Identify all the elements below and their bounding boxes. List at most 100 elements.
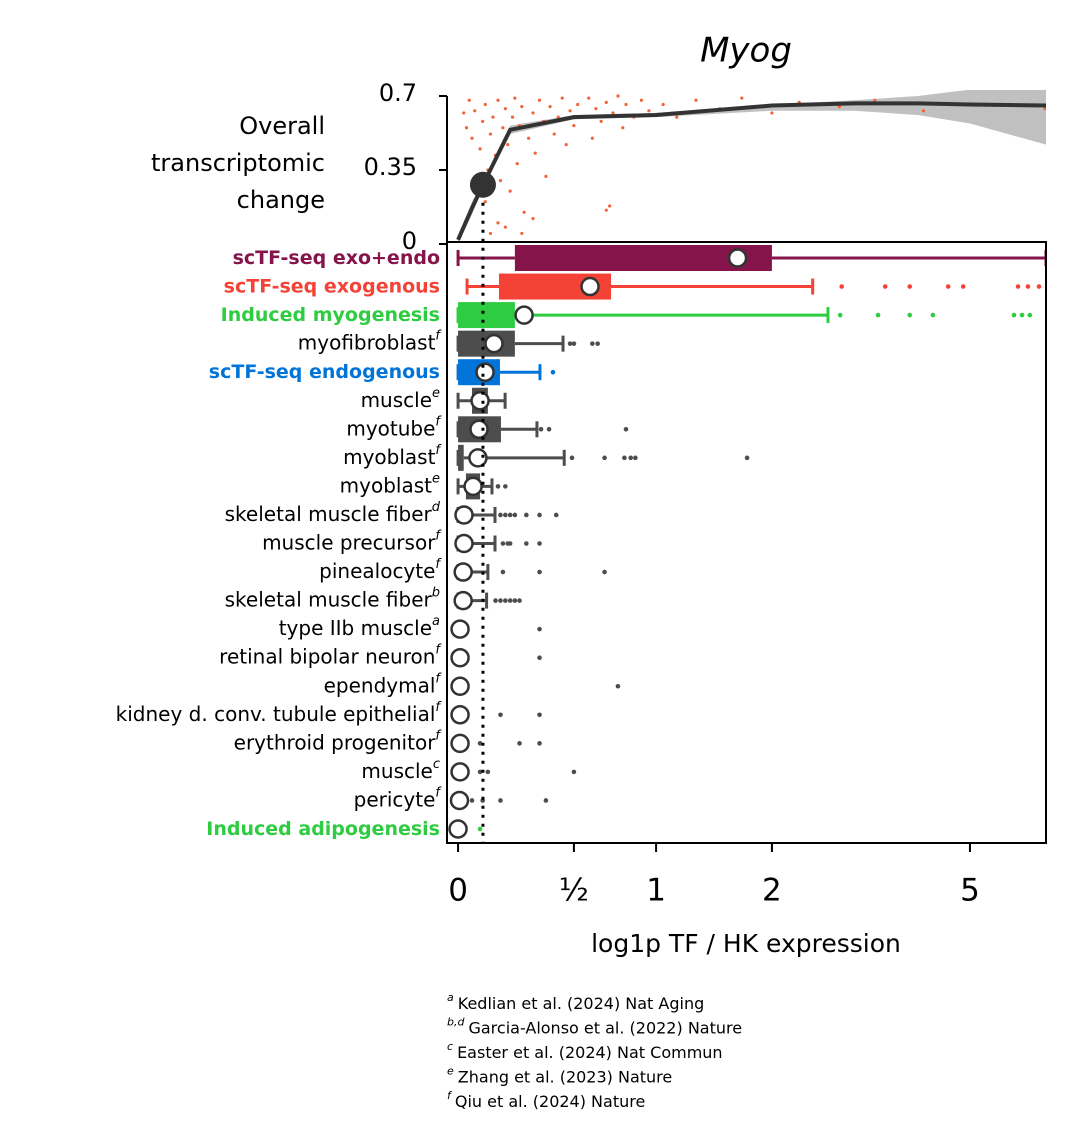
outlier [498, 512, 503, 518]
outlier [507, 541, 513, 546]
outlier [595, 341, 600, 346]
row-label: skeletal muscle fiberb [225, 585, 440, 611]
mean-marker [514, 305, 534, 325]
mean-marker [450, 705, 470, 725]
row-label: Induced adipogenesis [206, 818, 440, 840]
outlier [615, 683, 621, 689]
outlier [1019, 312, 1025, 318]
scatter-point [587, 96, 591, 100]
row-label-sup: f [435, 642, 442, 657]
outlier [477, 826, 483, 832]
scatter-point [1043, 107, 1046, 111]
outlier [1025, 284, 1031, 289]
row-label-sup: f [435, 728, 442, 743]
mean-marker [727, 248, 748, 268]
scatter-point [576, 102, 580, 107]
row-label-sup: e [432, 385, 440, 400]
row-label-text: scTF-seq endogenous [209, 361, 440, 383]
row-label-text: kidney d. conv. tubule epithelial [116, 701, 436, 725]
mean-marker [468, 448, 488, 468]
scatter-point [488, 132, 493, 136]
outlier [553, 512, 559, 518]
outlier [517, 741, 522, 746]
row-label-text: pinealocyte [319, 559, 435, 583]
scatter-point [510, 115, 515, 119]
outlier [469, 798, 475, 803]
scatter-point [520, 104, 524, 109]
row-label: myoblaste [340, 471, 440, 497]
mean-marker [453, 590, 473, 611]
scatter-point [531, 217, 535, 221]
outlier [875, 312, 881, 318]
outlier [907, 284, 913, 289]
row-label: scTF-seq exo+endo [233, 247, 440, 269]
outlier [538, 427, 544, 432]
outlier [517, 598, 522, 603]
footnote-text: Kedlian et al. (2024) Nat Aging [458, 994, 705, 1013]
row-label-text: retinal bipolar neuron [219, 644, 435, 668]
row-label: myoblastf [343, 442, 442, 468]
scatter-point [604, 100, 608, 104]
outlier [602, 455, 607, 461]
outlier [524, 512, 529, 518]
outlier [623, 427, 629, 432]
row-label: Induced myogenesis [221, 304, 440, 326]
scatter-point [506, 143, 510, 147]
row-label: scTF-seq endogenous [209, 361, 440, 383]
y-tick-label: 0 [402, 227, 417, 255]
footnote-sup: e [447, 1065, 454, 1078]
scatter-point [608, 204, 612, 208]
outlier [537, 712, 542, 718]
scatter-point [548, 104, 552, 109]
outlier [524, 541, 529, 546]
scatter-point [501, 126, 505, 130]
scatter-point [770, 111, 774, 115]
outlier [590, 341, 595, 346]
y-tick-label: 0.7 [379, 79, 417, 107]
row-label: pericytef [354, 785, 443, 811]
outlier [633, 455, 638, 461]
mean-marker [449, 790, 470, 811]
scatter-point [560, 96, 564, 100]
mean-marker [580, 276, 600, 297]
outlier [498, 598, 503, 603]
x-tick-label: 5 [960, 873, 980, 909]
row-label-sup: d [432, 499, 441, 514]
outlier [569, 455, 575, 461]
row-label: muscle precursorf [262, 528, 442, 554]
scatter-point [544, 174, 548, 178]
outlier [837, 312, 843, 318]
outlier [945, 284, 951, 289]
scatter-point [661, 102, 665, 107]
outlier [512, 512, 518, 518]
x-axis-label: log1p TF / HK expression [591, 929, 901, 958]
outlier [1011, 312, 1017, 318]
row-label-text: myoblast [343, 444, 435, 468]
row-label-text: Induced adipogenesis [206, 818, 440, 840]
outlier [503, 484, 508, 489]
x-tick-label: 1 [646, 873, 666, 909]
outlier [543, 798, 549, 803]
scatter-point [556, 115, 560, 119]
mean-marker [450, 619, 470, 639]
footnote: b,d Garcia-Alonso et al. (2022) Nature [447, 1016, 742, 1038]
mean-marker [450, 733, 470, 754]
confidence-band [458, 90, 1046, 242]
row-label: myofibroblastf [298, 328, 443, 354]
mean-marker [470, 391, 490, 411]
row-label: musclee [361, 385, 440, 411]
row-label-text: muscle [361, 387, 432, 411]
row-label-text: scTF-seq exogenous [224, 275, 440, 297]
row-label-text: skeletal muscle fiber [225, 587, 433, 611]
row-label-sup: b [432, 585, 440, 600]
scatter-point [508, 189, 512, 193]
row-label-text: Induced myogenesis [221, 304, 440, 326]
outlier [498, 798, 503, 803]
mean-marker [450, 676, 470, 696]
outlier [537, 655, 542, 660]
row-label: erythroid progenitorf [234, 728, 443, 754]
scatter-point [740, 96, 744, 100]
scatter-point [488, 231, 493, 236]
box [458, 302, 515, 329]
row-label-sup: a [432, 614, 440, 629]
